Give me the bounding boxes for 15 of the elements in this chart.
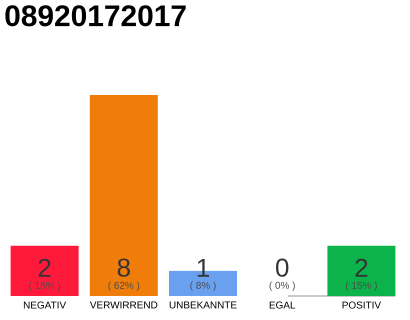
annotation: ( 15% )	[346, 282, 377, 291]
annotation: ( 15% )	[29, 282, 60, 291]
data-label: 8	[118, 258, 130, 277]
x-tick-label: NEGATIV	[24, 302, 66, 309]
annotation: ( 62% )	[108, 282, 140, 291]
x-tick-label: POSITIV	[342, 302, 382, 309]
chart-title: 08920172017	[5, 5, 186, 26]
data-label: 2	[38, 258, 51, 277]
data-label: 2	[355, 258, 368, 277]
x-tick-label: UNBEKANNTE	[170, 302, 237, 308]
annotation: ( 0% )	[270, 282, 295, 291]
annotation: ( 8% )	[190, 282, 216, 291]
x-tick-label: VERWIRREND	[90, 302, 158, 308]
x-tick-label: EGAL	[270, 302, 296, 309]
data-label: 0	[276, 258, 288, 277]
